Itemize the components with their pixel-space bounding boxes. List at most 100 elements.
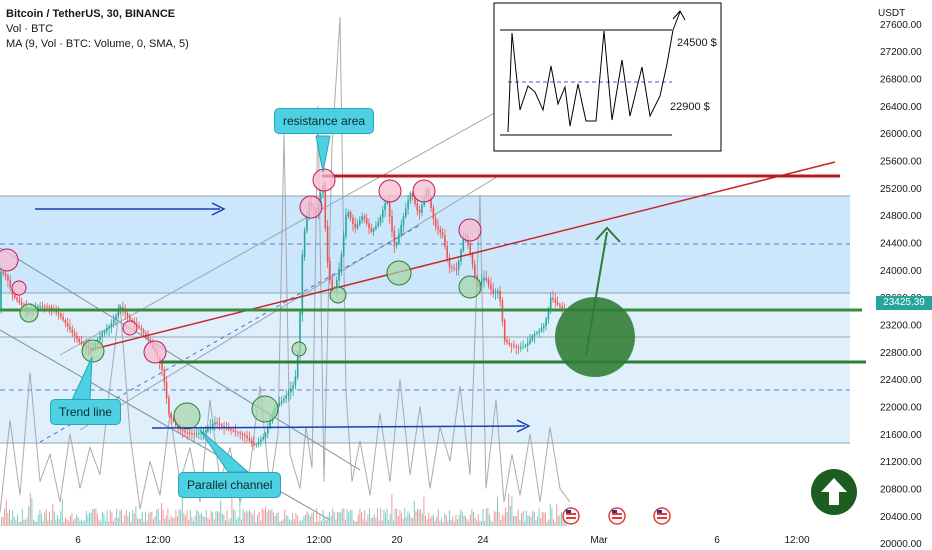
volume-bar [301, 520, 303, 526]
volume-bar [529, 515, 530, 526]
candle-body [370, 228, 373, 232]
volume-bar [241, 519, 242, 526]
volume-bar [186, 510, 188, 526]
volume-bar [545, 512, 546, 526]
candle-body [280, 400, 283, 404]
candle-body [211, 424, 214, 427]
volume-bar [55, 520, 57, 526]
volume-bar [191, 517, 193, 526]
volume-bar [479, 520, 481, 526]
volume-bar [356, 521, 358, 526]
volume-bar [60, 511, 62, 526]
volume-bar [237, 516, 239, 526]
volume-bar [476, 520, 478, 526]
time-axis[interactable]: 6 12:00 13 12:00 20 24 Mar 6 12:00 [75, 535, 810, 546]
candle-body [340, 254, 343, 269]
volume-bar [13, 517, 15, 526]
volume-bar [455, 514, 457, 526]
volume-bar [196, 509, 198, 526]
candle-body [177, 425, 179, 428]
volume-bar [101, 511, 103, 526]
candle-body [529, 339, 531, 344]
candle-body [43, 306, 46, 308]
volume-bar [375, 518, 377, 526]
candle-body [186, 432, 189, 434]
volume-bar [180, 510, 182, 526]
candle-body [405, 208, 407, 217]
candle-body [69, 326, 71, 330]
candle-body [517, 347, 520, 349]
candle-body [241, 433, 244, 435]
candle-body [554, 299, 557, 303]
price-axis[interactable]: 20000.00 20400.00 20800.00 21200.00 21600.00… [880, 20, 922, 550]
candle-body [331, 279, 333, 289]
volume-bar [327, 516, 329, 526]
volume-bar [221, 513, 223, 526]
candle-body [14, 294, 16, 298]
time-tick-label: 12:00 [145, 535, 170, 546]
volume-bar [229, 518, 231, 526]
candle-body [349, 211, 352, 219]
volume-bar [305, 514, 306, 526]
volume-bar [439, 520, 441, 526]
volume-bar [338, 511, 340, 526]
scroll-up-button[interactable] [811, 469, 857, 515]
volume-bar [335, 519, 337, 526]
volume-bar [189, 510, 191, 526]
volume-bar [41, 513, 42, 526]
blue-arrow-top-head [211, 202, 226, 216]
candle-body [338, 268, 340, 281]
volume-bar [333, 511, 335, 526]
candle-body [402, 216, 405, 226]
volume-bar [215, 511, 217, 526]
projection-arrow [585, 231, 608, 356]
candle-body [342, 234, 345, 256]
volume-bar [268, 509, 270, 526]
candle-body [421, 204, 423, 213]
volume-bar [445, 515, 447, 526]
volume-bar [293, 519, 295, 526]
candle-body [437, 226, 439, 230]
volume-bar [73, 520, 74, 526]
flag-icon [608, 507, 626, 525]
volume-bar [351, 509, 353, 526]
volume-bar [100, 521, 102, 526]
volume-bar [36, 521, 38, 526]
candle-body [524, 345, 527, 347]
touch-circle [11, 280, 27, 296]
candle-body [462, 239, 465, 251]
volume-bar [149, 512, 151, 526]
volume-bar [508, 493, 510, 526]
candle-body [520, 347, 522, 349]
time-tick-label: 12:00 [306, 535, 331, 546]
volume-bar [277, 512, 279, 526]
candle-body [377, 222, 379, 226]
volume-bar [548, 519, 550, 526]
candle-body [474, 264, 476, 277]
volume-bar [404, 508, 406, 526]
volume-bar [175, 509, 177, 526]
volume-bar [509, 505, 511, 526]
volume-bar [204, 516, 206, 526]
volume-bar [247, 511, 249, 526]
volume-bar [279, 521, 281, 526]
volume-bar [89, 512, 90, 526]
volume-bar [364, 510, 366, 526]
volume-bar [49, 511, 50, 526]
volume-legend: Vol · BTC [6, 23, 54, 35]
volume-bar [532, 510, 534, 526]
candle-body [248, 438, 251, 441]
price-tick-label: 25600.00 [880, 157, 922, 168]
volume-bar [546, 521, 548, 526]
volume-bar [442, 521, 444, 526]
candle-body [73, 332, 76, 336]
volume-bar [474, 517, 476, 526]
volume-bar [164, 518, 166, 526]
volume-bar [258, 511, 260, 526]
volume-bar [84, 520, 86, 526]
volume-bar [167, 508, 169, 526]
time-tick-label: 13 [233, 535, 245, 546]
candle-body [409, 192, 412, 201]
volume-bar [425, 515, 426, 526]
